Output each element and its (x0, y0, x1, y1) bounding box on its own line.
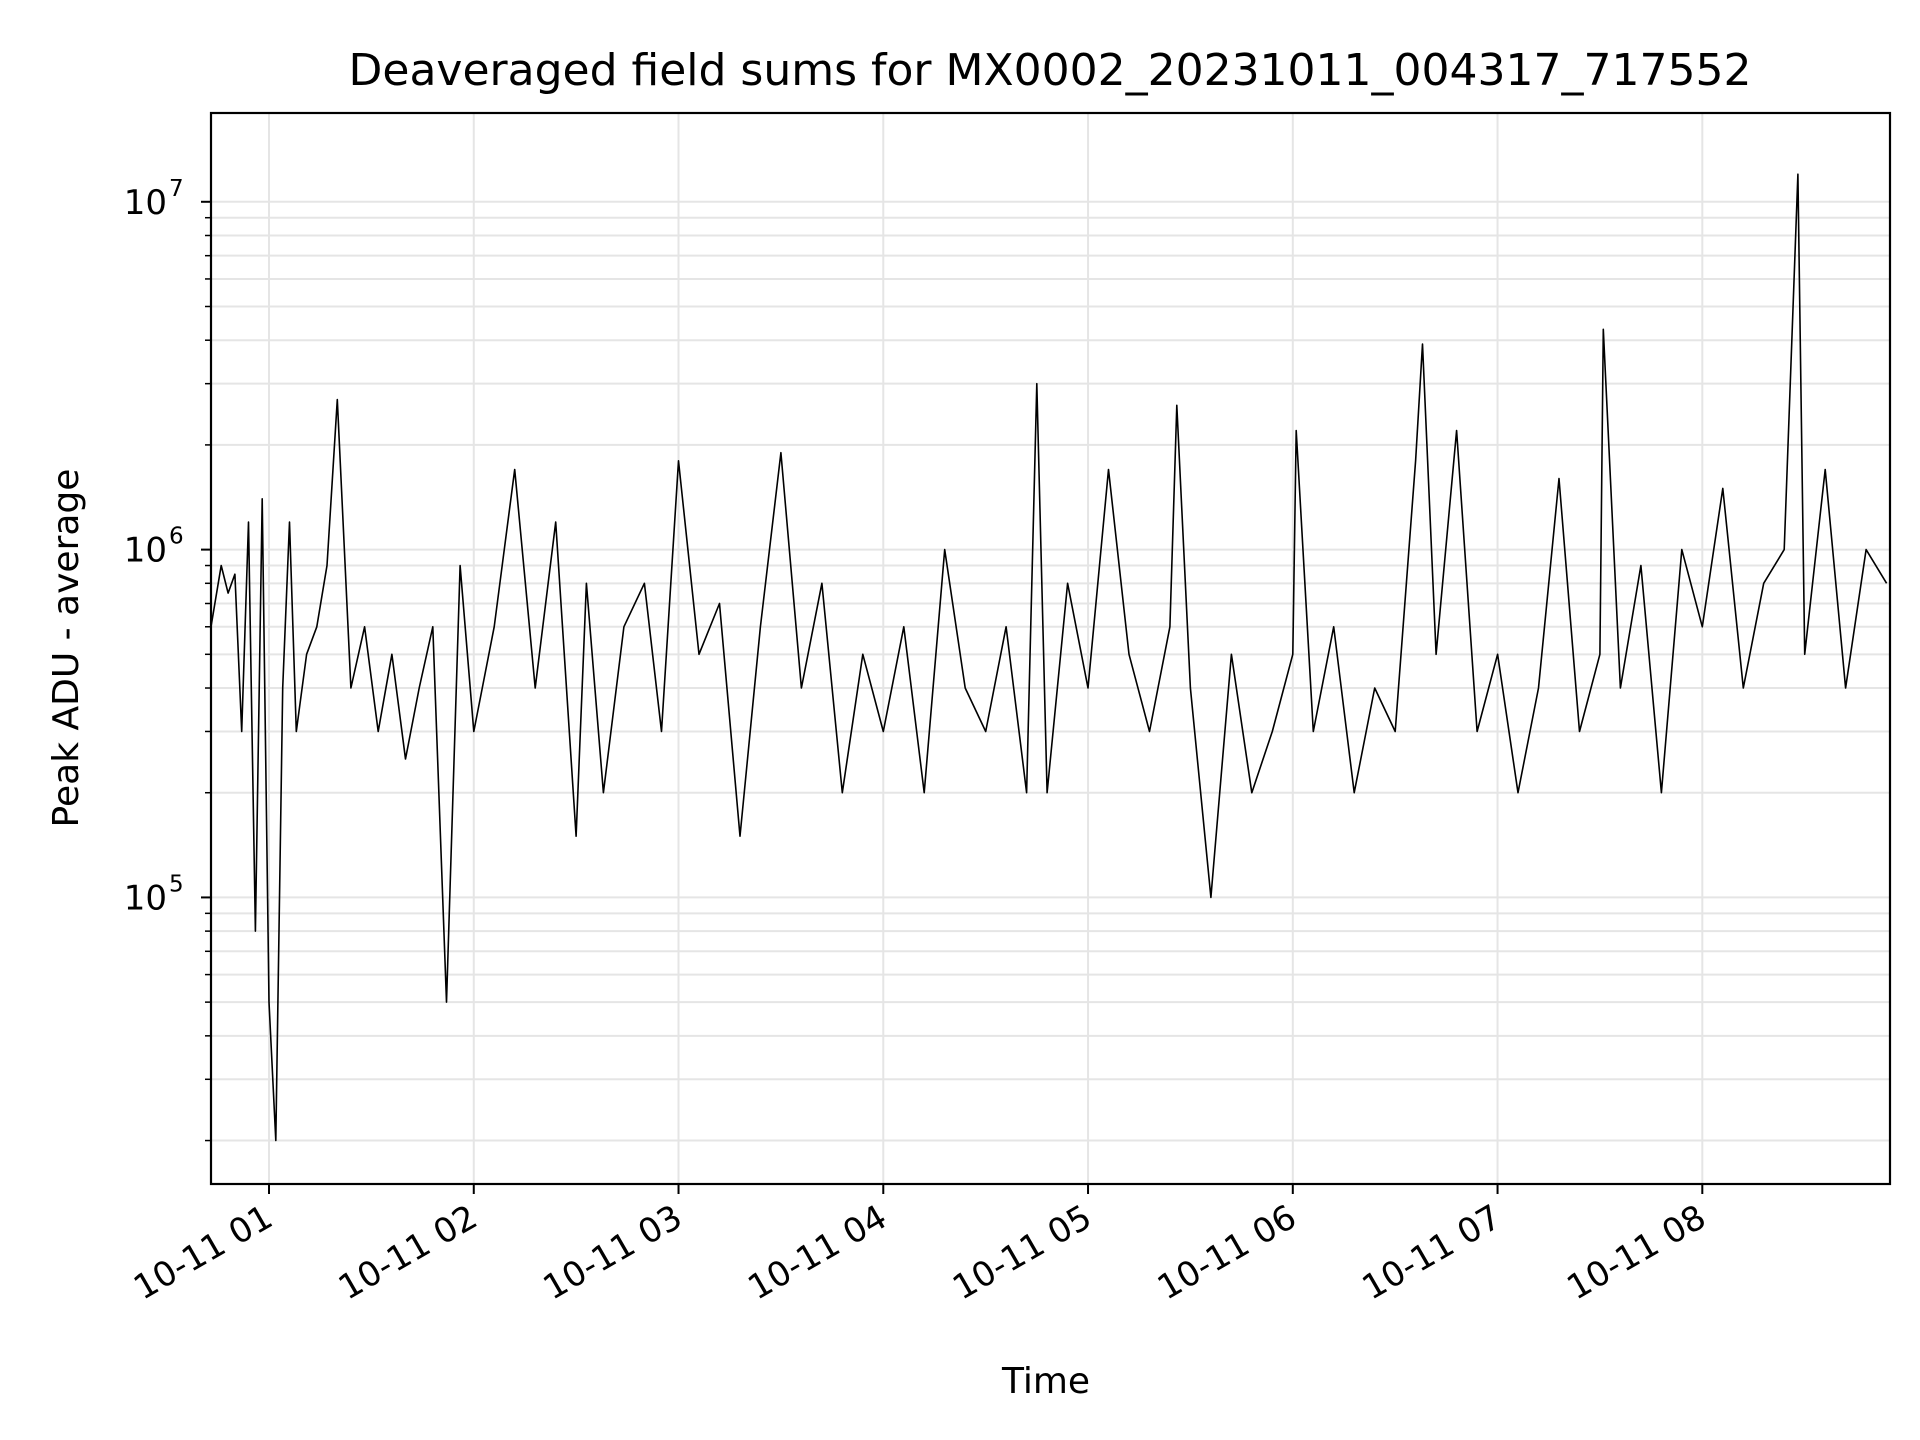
major-gridlines (211, 113, 1890, 1184)
plot-frame (209, 111, 1892, 1186)
y-tick-label: 10 (124, 183, 167, 223)
y-tick-exponent: 6 (169, 524, 184, 550)
minor-gridlines (211, 216, 1890, 1142)
y-tick-label: 10 (124, 531, 167, 571)
x-axis-label: Time (1001, 1361, 1090, 1402)
y-tick-exponent: 7 (169, 176, 184, 202)
y-tick-exponent: 5 (169, 871, 184, 897)
series-layer (210, 173, 1888, 1142)
y-tick-label: 10 (124, 878, 167, 918)
series-line (210, 173, 1888, 1142)
y-axis-label: Peak ADU - average (46, 469, 87, 828)
chart-title: Deaveraged field sums for MX0002_2023101… (349, 45, 1752, 96)
